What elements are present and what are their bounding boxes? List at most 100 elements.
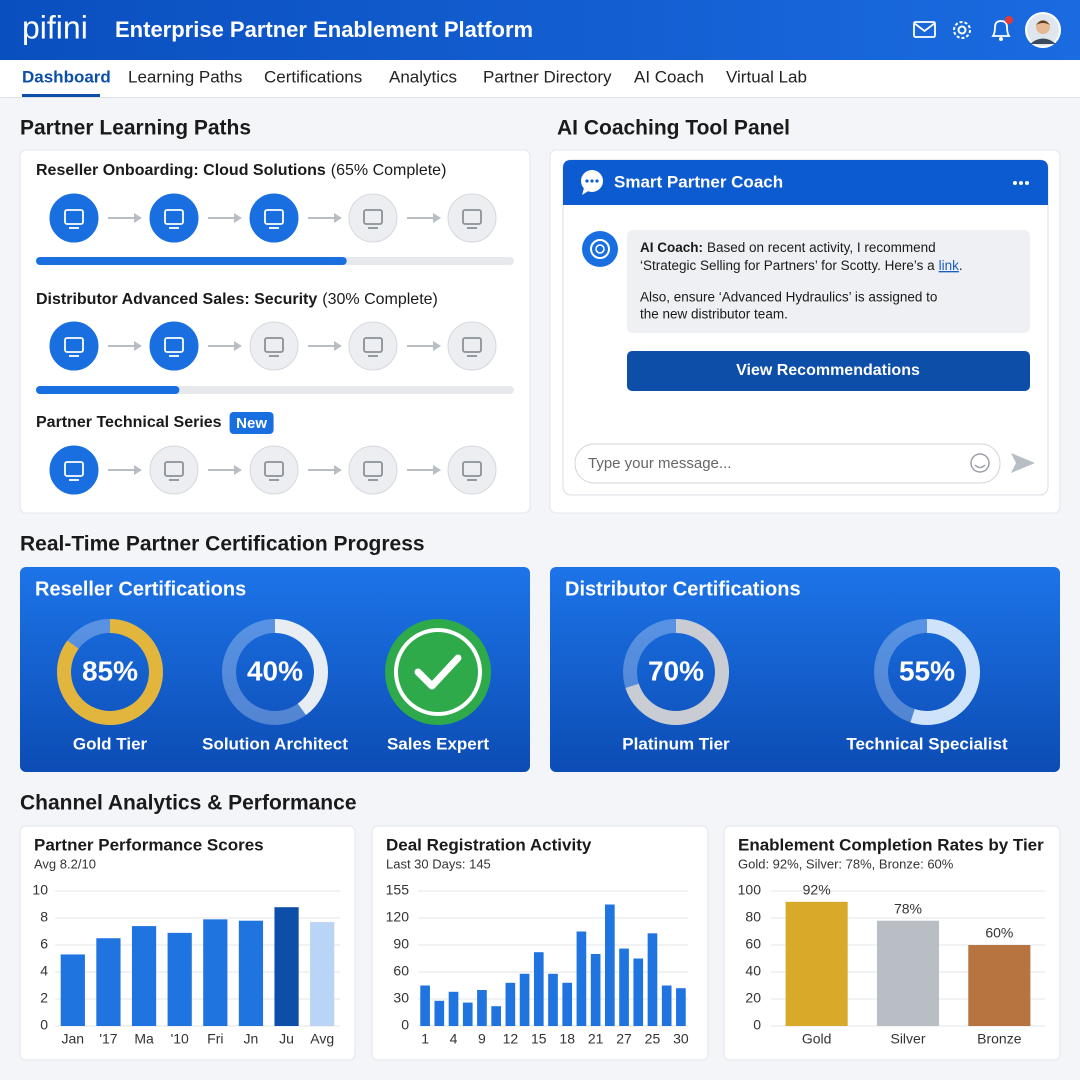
chart-title: Partner Performance Scores <box>34 835 264 854</box>
nav-item[interactable]: AI Coach <box>634 67 704 86</box>
mail-icon[interactable] <box>913 21 936 38</box>
y-tick-label: 60 <box>745 936 761 952</box>
step-arrow-head <box>134 341 142 351</box>
y-tick-label: 0 <box>40 1017 48 1033</box>
step-glyph <box>264 209 284 225</box>
step-glyph <box>164 461 184 477</box>
donut-label: 85% <box>82 655 138 686</box>
y-tick-label: 0 <box>401 1017 409 1033</box>
complete-check <box>414 654 462 690</box>
step-icon <box>249 445 299 495</box>
path-title: Distributor Advanced Sales: Security (30%… <box>36 291 438 308</box>
nav-item[interactable]: Virtual Lab <box>726 67 807 86</box>
x-tick-label: '10 <box>171 1031 189 1047</box>
notification-icon[interactable] <box>991 16 1013 41</box>
cert-name: Gold Tier <box>73 734 148 753</box>
step-glyph <box>363 209 383 225</box>
emoji-button[interactable] <box>970 453 990 473</box>
y-tick-label: 120 <box>386 909 410 925</box>
settings-icon[interactable] <box>953 21 971 39</box>
chart-subtitle: Avg 8.2/10 <box>34 856 96 871</box>
cert-group-title: Reseller Certifications <box>35 578 246 600</box>
step-icon <box>348 321 398 371</box>
bar <box>203 919 228 1026</box>
y-tick-label: 80 <box>745 909 761 925</box>
bar <box>238 920 264 1026</box>
recommendations-button[interactable] <box>627 351 1030 391</box>
nav-item[interactable]: Dashboard <box>22 67 111 86</box>
speaker: AI Coach: <box>640 240 703 255</box>
x-tick-label: 25 <box>645 1031 661 1047</box>
step-arrow-head <box>134 465 142 475</box>
user-avatar[interactable] <box>1025 12 1061 48</box>
chart-subtitle: Last 30 Days: 145 <box>386 856 491 871</box>
chat-icon <box>581 170 603 195</box>
send-button[interactable] <box>1011 453 1035 473</box>
step-glyph <box>462 337 482 353</box>
panel-title: Smart Partner Coach <box>614 172 783 191</box>
cert-name: Sales Expert <box>387 734 489 753</box>
step-arrow-head <box>134 213 142 223</box>
bar <box>519 973 530 1026</box>
bar <box>576 931 587 1026</box>
more-menu[interactable] <box>1013 181 1029 185</box>
step-icon <box>49 193 99 243</box>
step-glyph <box>462 461 482 477</box>
new-badge <box>229 412 274 434</box>
y-tick-label: 4 <box>40 963 48 979</box>
bar <box>491 1006 501 1026</box>
progress-fill <box>36 386 180 394</box>
section-title: Partner Learning Paths <box>20 117 251 140</box>
x-tick-label: 4 <box>450 1031 458 1047</box>
bar <box>647 933 658 1026</box>
donut-label: 70% <box>648 655 704 686</box>
message: the new distributor team. <box>640 307 788 322</box>
bar <box>434 1000 445 1026</box>
bar <box>968 945 1031 1026</box>
step-icon <box>249 193 299 243</box>
bar <box>131 926 157 1026</box>
bar <box>785 901 848 1026</box>
bar <box>167 932 192 1026</box>
y-tick-label: 100 <box>738 882 762 898</box>
y-tick-label: 8 <box>40 909 48 925</box>
step-icon <box>149 321 199 371</box>
header-bar <box>0 0 1080 60</box>
nav-item[interactable]: Partner Directory <box>483 67 612 86</box>
step-arrow-head <box>234 341 242 351</box>
nav-item[interactable]: Learning Paths <box>128 67 242 86</box>
cert-card <box>20 567 530 772</box>
cert-name: Platinum Tier <box>622 734 730 753</box>
logo[interactable]: pifini <box>22 9 88 45</box>
donut-label: 55% <box>899 655 955 686</box>
chart-subtitle: Gold: 92%, Silver: 78%, Bronze: 60% <box>738 856 954 871</box>
nav-item[interactable]: Certifications <box>264 67 362 86</box>
step-glyph <box>64 209 84 225</box>
cert-name: Solution Architect <box>202 734 348 753</box>
bar <box>876 920 940 1026</box>
message: . <box>959 258 963 273</box>
x-tick-label: Bronze <box>977 1031 1022 1047</box>
nav-item[interactable]: Analytics <box>389 67 457 86</box>
step-glyph <box>264 461 284 477</box>
y-tick-label: 155 <box>386 882 410 898</box>
button-label[interactable]: View Recommendations <box>736 362 920 379</box>
step-arrow-head <box>234 465 242 475</box>
x-tick-label: 1 <box>421 1031 429 1047</box>
x-tick-label: Jan <box>62 1031 85 1047</box>
bar <box>505 982 516 1026</box>
message-link[interactable]: link <box>939 258 960 273</box>
y-tick-label: 40 <box>745 963 761 979</box>
step-arrow-head <box>433 465 441 475</box>
x-tick-label: Fri <box>207 1031 223 1047</box>
chart-title: Enablement Completion Rates by Tier <box>738 835 1044 854</box>
input-placeholder[interactable]: Type your message... <box>588 455 731 472</box>
value-label: 78% <box>894 900 922 916</box>
path-name: Reseller Onboarding: Cloud Solutions <box>36 162 326 179</box>
message-input[interactable] <box>574 443 1001 484</box>
x-tick-label: Jn <box>244 1031 259 1047</box>
bar <box>310 922 335 1026</box>
donut-arc <box>57 619 163 725</box>
y-tick-label: 6 <box>40 936 48 952</box>
step-icon <box>149 193 199 243</box>
